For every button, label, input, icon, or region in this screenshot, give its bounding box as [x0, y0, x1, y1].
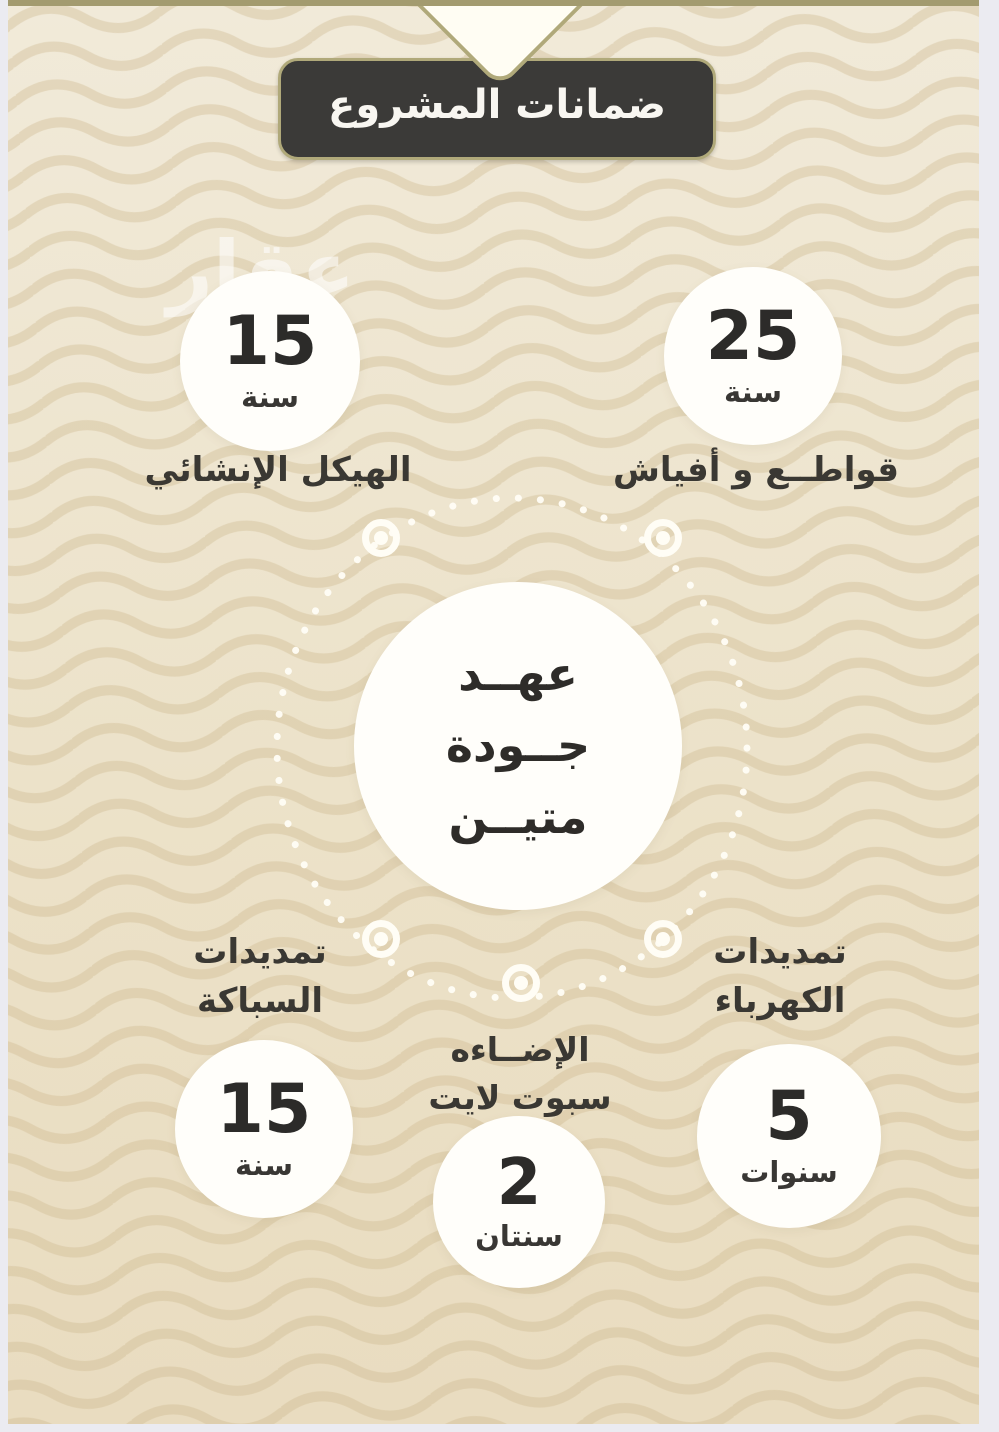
dotted-ring [273, 494, 751, 1002]
plumbing-warranty-circle: 15 سنة [175, 1040, 353, 1218]
ring-node-bottom-left [362, 920, 400, 958]
electrical-warranty-label: تمديدات الكهرباء [630, 928, 930, 1027]
plumbing-label-line-2: السباكة [196, 981, 324, 1022]
center-line-2: جــودة [445, 718, 591, 773]
structure-warranty-label: الهيكل الإنشائي [144, 450, 412, 490]
electrical-warranty-circle: 5 سنوات [697, 1044, 881, 1228]
ring-node-top-left [362, 519, 400, 557]
sockets-warranty-unit: سنة [724, 374, 782, 409]
ring-node-bottom-right [644, 920, 682, 958]
lighting-warranty-unit: سنتان [475, 1218, 563, 1253]
plumbing-warranty-label: تمديدات السباكة [110, 928, 410, 1027]
center-line-1: عهــد [458, 647, 578, 702]
plumbing-warranty-unit: سنة [235, 1147, 293, 1182]
center-quality-circle: عهــد جــودة متيــن [354, 582, 682, 910]
lighting-label-line-1: الإضــاءه [450, 1030, 590, 1069]
electrical-label-line-1: تمديدات [713, 932, 847, 972]
lighting-warranty-circle: 2 سنتان [433, 1116, 605, 1288]
lighting-warranty-value: 2 [496, 1145, 542, 1220]
sockets-warranty-label: قواطــع و أفياش [612, 450, 899, 490]
structure-warranty-unit: سنة [241, 379, 299, 414]
electrical-warranty-value: 5 [765, 1076, 813, 1156]
ring-node-bottom-center [502, 964, 540, 1002]
patterned-card: عقار ضمانات المشروع عهــد جــودة متيــن … [8, 0, 979, 1424]
plumbing-warranty-value: 15 [216, 1069, 312, 1149]
header-badge: ضمانات المشروع [278, 58, 716, 160]
electrical-label-line-2: الكهرباء [714, 981, 846, 1022]
electrical-warranty-unit: سنوات [740, 1154, 838, 1189]
page-title: ضمانات المشروع [328, 82, 666, 128]
structure-warranty-value: 15 [222, 301, 318, 381]
plumbing-label-line-1: تمديدات [193, 932, 327, 972]
ring-node-top-right [644, 519, 682, 557]
center-line-3: متيــن [448, 789, 588, 844]
lighting-label-line-2: سبوت لايت [428, 1077, 612, 1117]
sockets-warranty-value: 25 [705, 296, 801, 376]
structure-warranty-circle: 15 سنة [180, 271, 360, 451]
sockets-warranty-circle: 25 سنة [664, 267, 842, 445]
lighting-warranty-label: الإضــاءه سبوت لايت [370, 1026, 670, 1122]
